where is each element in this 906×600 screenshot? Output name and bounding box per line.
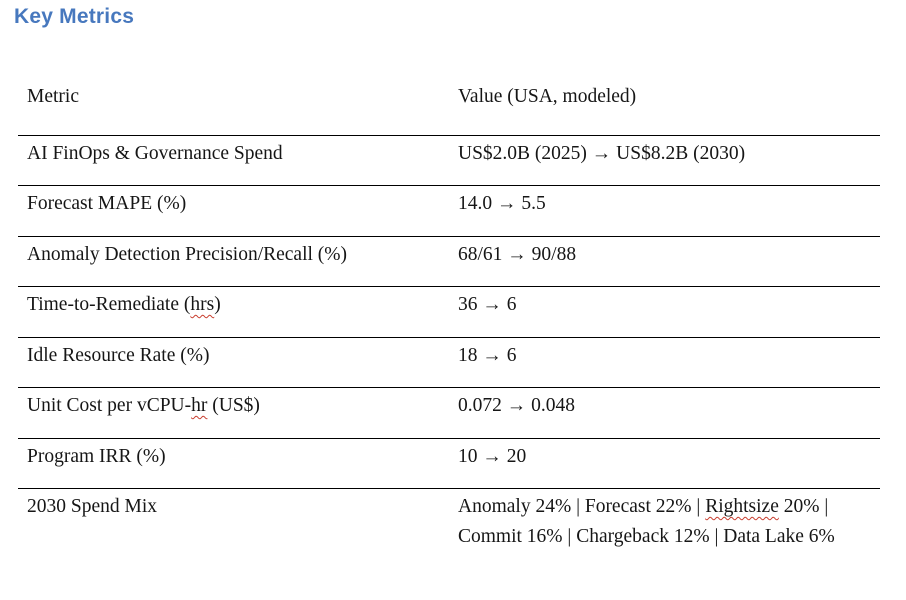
metric-cell: Program IRR (%) [18,437,449,489]
header-cell-value: Value (USA, modeled) [458,86,637,107]
table-row: Unit Cost per vCPU-hr (US$) 0.072 → 0.048 [18,387,880,438]
table-row: Forecast MAPE (%) 14.0 → 5.5 [18,185,880,236]
key-metrics-table: Metric Value (USA, modeled) AI FinOps & … [18,79,880,552]
page-title: Key Metrics [14,5,135,28]
table-row: 2030 Spend Mix Anomaly 24% | Forecast 22%… [18,488,880,552]
table-row: AI FinOps & Governance Spend US$2.0B (202… [18,134,880,186]
metric-cell: Time-to-Remediate (hrs) [18,286,449,337]
value-cell: 68/61 → 90/88 [449,235,880,287]
metric-cell: Anomaly Detection Precision/Recall (%) [18,235,449,287]
table-row: Time-to-Remediate (hrs) 36 → 6 [18,286,880,337]
table-row: Idle Resource Rate (%) 18 → 6 [18,336,880,388]
metric-cell: Unit Cost per vCPU-hr (US$) [18,387,449,438]
spellcheck-squiggle: hrs [190,294,215,315]
table-header: Metric Value (USA, modeled) [18,79,880,135]
table-row: Program IRR (%) 10 → 20 [18,437,880,489]
metric-cell: AI FinOps & Governance Spend [18,134,449,186]
header-cell-metric: Metric [27,86,79,107]
metric-cell: 2030 Spend Mix [18,488,449,552]
metric-cell: Idle Resource Rate (%) [18,336,449,388]
value-cell: 36 → 6 [449,286,880,337]
header-row: Metric Value (USA, modeled) [18,79,880,135]
metric-cell: Forecast MAPE (%) [18,185,449,236]
value-cell: US$2.0B (2025) → US$8.2B (2030) [449,134,880,186]
value-cell: 10 → 20 [449,437,880,489]
table-body: AI FinOps & Governance Spend US$2.0B (202… [18,134,880,552]
spellcheck-squiggle: Rightsize [705,496,779,517]
table-row: Anomaly Detection Precision/Recall (%) 68… [18,235,880,287]
value-cell: 0.072 → 0.048 [449,387,880,438]
value-cell: Anomaly 24% | Forecast 22% | Rightsize 2… [449,488,880,552]
value-cell: 18 → 6 [449,336,880,388]
spellcheck-squiggle: hr [191,395,208,416]
value-cell: 14.0 → 5.5 [449,185,880,236]
